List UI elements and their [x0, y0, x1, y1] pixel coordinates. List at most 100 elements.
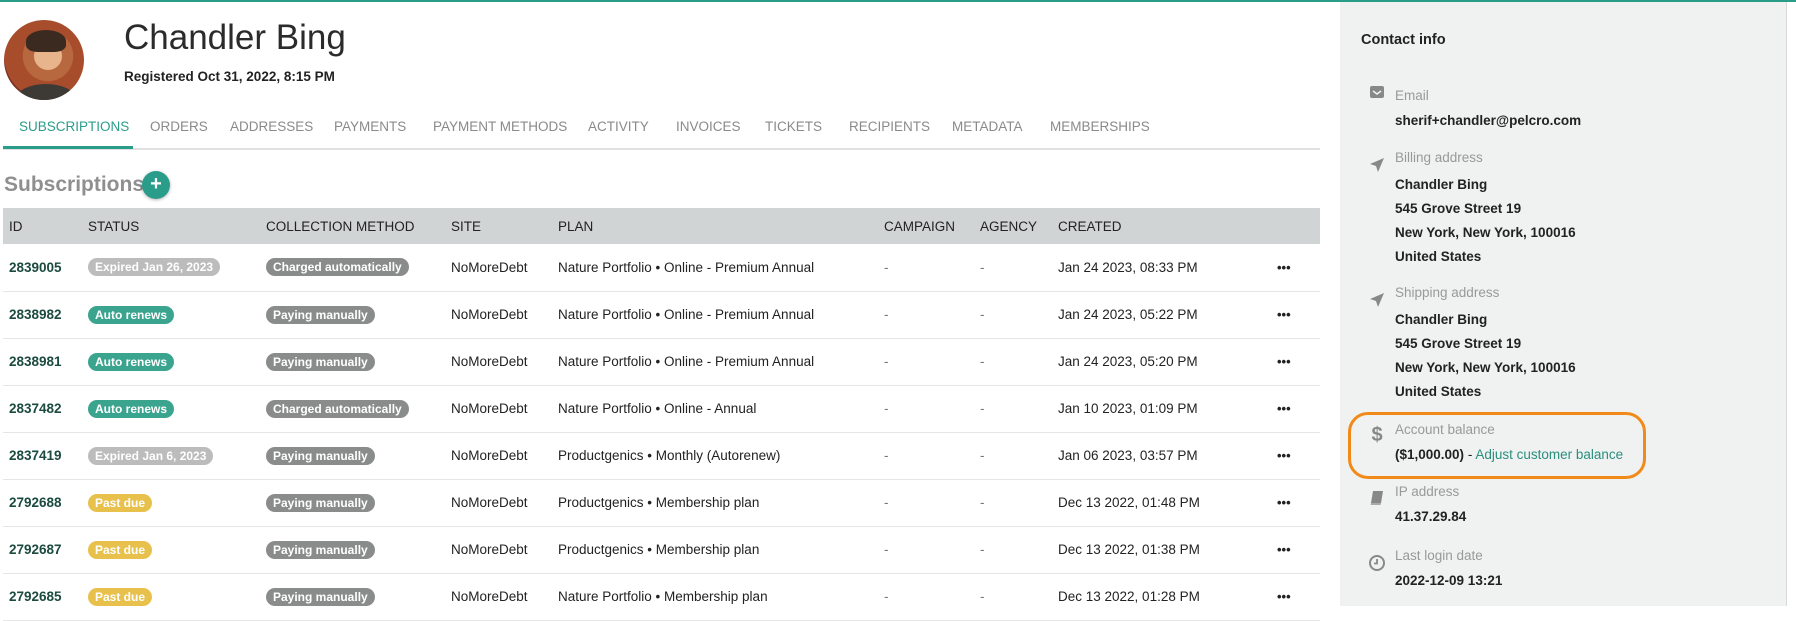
- campaign-cell: -: [878, 573, 974, 621]
- ip-address: IP address 41.37.29.84: [1395, 484, 1466, 529]
- table-row[interactable]: 2792687 Past due Paying manually NoMoreDebt…: [3, 526, 1320, 574]
- collection-cell: Paying manually: [260, 291, 445, 339]
- shipping-line: Chandler Bing: [1395, 312, 1488, 327]
- ip-value: 41.37.29.84: [1395, 509, 1467, 524]
- column-header: SITE: [445, 208, 552, 244]
- more-actions-icon[interactable]: •••: [1277, 448, 1291, 463]
- more-actions-icon[interactable]: •••: [1277, 495, 1291, 510]
- last-login: Last login date 2022-12-09 13:21: [1395, 548, 1502, 593]
- customer-name: Chandler Bing: [124, 18, 346, 57]
- site-cell: NoMoreDebt: [445, 244, 552, 292]
- created-cell: Dec 13 2022, 01:48 PM: [1052, 479, 1271, 527]
- column-header: COLLECTION METHOD: [260, 208, 445, 244]
- campaign-cell: -: [878, 244, 974, 292]
- row-menu-cell: •••: [1271, 291, 1320, 339]
- column-header: AGENCY: [974, 208, 1052, 244]
- last-login-label: Last login date: [1395, 548, 1483, 563]
- subscription-id-link[interactable]: 2792687: [3, 526, 82, 574]
- contact-info-title: Contact info: [1361, 32, 1446, 48]
- shipping-line: New York, New York, 100016: [1395, 360, 1576, 375]
- collection-cell: Paying manually: [260, 338, 445, 386]
- tab-payments[interactable]: PAYMENTS: [334, 119, 407, 134]
- site-cell: NoMoreDebt: [445, 526, 552, 574]
- more-actions-icon[interactable]: •••: [1277, 354, 1291, 369]
- collection-badge: Charged automatically: [266, 399, 409, 418]
- shipping-label: Shipping address: [1395, 285, 1500, 300]
- status-badge: Past due: [88, 540, 153, 559]
- status-cell: Auto renews: [82, 291, 260, 339]
- tab-orders[interactable]: ORDERS: [150, 119, 208, 134]
- status-badge: Auto renews: [88, 305, 175, 324]
- site-cell: NoMoreDebt: [445, 573, 552, 621]
- last-login-value: 2022-12-09 13:21: [1395, 573, 1503, 588]
- tab-subscriptions[interactable]: SUBSCRIPTIONS: [19, 119, 130, 134]
- tab-metadata[interactable]: METADATA: [952, 119, 1023, 134]
- balance-label: Account balance: [1395, 422, 1495, 437]
- campaign-cell: -: [878, 385, 974, 433]
- contact-info-panel: Contact info Email sherif+chandler@pelcr…: [1340, 2, 1787, 606]
- collection-badge: Paying manually: [266, 305, 375, 324]
- column-header: STATUS: [82, 208, 260, 244]
- table-row[interactable]: 2837482 Auto renews Charged automatically N…: [3, 385, 1320, 433]
- table-row[interactable]: 2792685 Past due Paying manually NoMoreDebt…: [3, 573, 1320, 621]
- account-balance-highlight: [1348, 412, 1646, 479]
- subscription-id-link[interactable]: 2839005: [3, 244, 82, 292]
- collection-cell: Charged automatically: [260, 385, 445, 433]
- billing-line: 545 Grove Street 19: [1395, 201, 1522, 216]
- agency-cell: -: [974, 573, 1052, 621]
- tab-payment-methods[interactable]: PAYMENT METHODS: [433, 119, 568, 134]
- more-actions-icon[interactable]: •••: [1277, 307, 1291, 322]
- tab-memberships[interactable]: MEMBERSHIPS: [1050, 119, 1150, 134]
- tab-tickets[interactable]: TICKETS: [765, 119, 823, 134]
- subscription-id-link[interactable]: 2838981: [3, 338, 82, 386]
- shipping-address: Shipping address Chandler Bing 545 Grove…: [1395, 285, 1576, 404]
- tab-recipients[interactable]: RECIPIENTS: [849, 119, 931, 134]
- separator: -: [1464, 447, 1476, 462]
- shipping-line: United States: [1395, 384, 1482, 399]
- tab-invoices[interactable]: INVOICES: [676, 119, 741, 134]
- more-actions-icon[interactable]: •••: [1277, 542, 1291, 557]
- status-badge: Expired Jan 6, 2023: [88, 446, 214, 465]
- status-cell: Auto renews: [82, 385, 260, 433]
- plan-cell: Nature Portfolio • Online - Annual: [552, 385, 878, 433]
- tab-addresses[interactable]: ADDRESSES: [230, 119, 314, 134]
- table-row[interactable]: 2839005 Expired Jan 26, 2023 Charged autom…: [3, 244, 1320, 292]
- tab-bar: SUBSCRIPTIONS ORDERS ADDRESSES PAYMENTS PAYM…: [3, 113, 1320, 150]
- site-cell: NoMoreDebt: [445, 479, 552, 527]
- agency-cell: -: [974, 291, 1052, 339]
- email-value: sherif+chandler@pelcro.com: [1395, 113, 1582, 128]
- collection-cell: Paying manually: [260, 479, 445, 527]
- column-header: PLAN: [552, 208, 878, 244]
- table-row[interactable]: 2837419 Expired Jan 6, 2023 Paying manuall…: [3, 432, 1320, 480]
- subscriptions-table: ID STATUS COLLECTION METHOD SITE PLAN CAMPAIG…: [3, 208, 1320, 621]
- column-header: CREATED: [1052, 208, 1271, 244]
- subscription-id-link[interactable]: 2838982: [3, 291, 82, 339]
- row-menu-cell: •••: [1271, 338, 1320, 386]
- collection-badge: Paying manually: [266, 493, 375, 512]
- billing-line: Chandler Bing: [1395, 177, 1488, 192]
- account-balance: Account balance ($1,000.00) - Adjust cus…: [1395, 422, 1623, 467]
- subscription-id-link[interactable]: 2792685: [3, 573, 82, 621]
- column-header: CAMPAIGN: [878, 208, 974, 244]
- top-accent-bar: [0, 0, 1796, 2]
- agency-cell: -: [974, 244, 1052, 292]
- subscription-id-link[interactable]: 2837482: [3, 385, 82, 433]
- more-actions-icon[interactable]: •••: [1277, 589, 1291, 604]
- more-actions-icon[interactable]: •••: [1277, 259, 1291, 275]
- adjust-balance-link[interactable]: Adjust customer balance: [1475, 447, 1624, 462]
- column-header: ID: [3, 208, 82, 244]
- agency-cell: -: [974, 385, 1052, 433]
- row-menu-cell: •••: [1271, 432, 1320, 480]
- add-subscription-button[interactable]: +: [142, 171, 170, 199]
- created-cell: Jan 06 2023, 03:57 PM: [1052, 432, 1271, 480]
- table-row[interactable]: 2792688 Past due Paying manually NoMoreDebt…: [3, 479, 1320, 527]
- more-actions-icon[interactable]: •••: [1277, 401, 1291, 416]
- tab-activity[interactable]: ACTIVITY: [588, 119, 649, 134]
- table-row[interactable]: 2838982 Auto renews Paying manually NoMoreD…: [3, 291, 1320, 339]
- subscription-id-link[interactable]: 2837419: [3, 432, 82, 480]
- avatar: [4, 20, 84, 100]
- column-header: [1271, 208, 1320, 244]
- subscription-id-link[interactable]: 2792688: [3, 479, 82, 527]
- table-row[interactable]: 2838981 Auto renews Paying manually NoMoreD…: [3, 338, 1320, 386]
- status-cell: Past due: [82, 526, 260, 574]
